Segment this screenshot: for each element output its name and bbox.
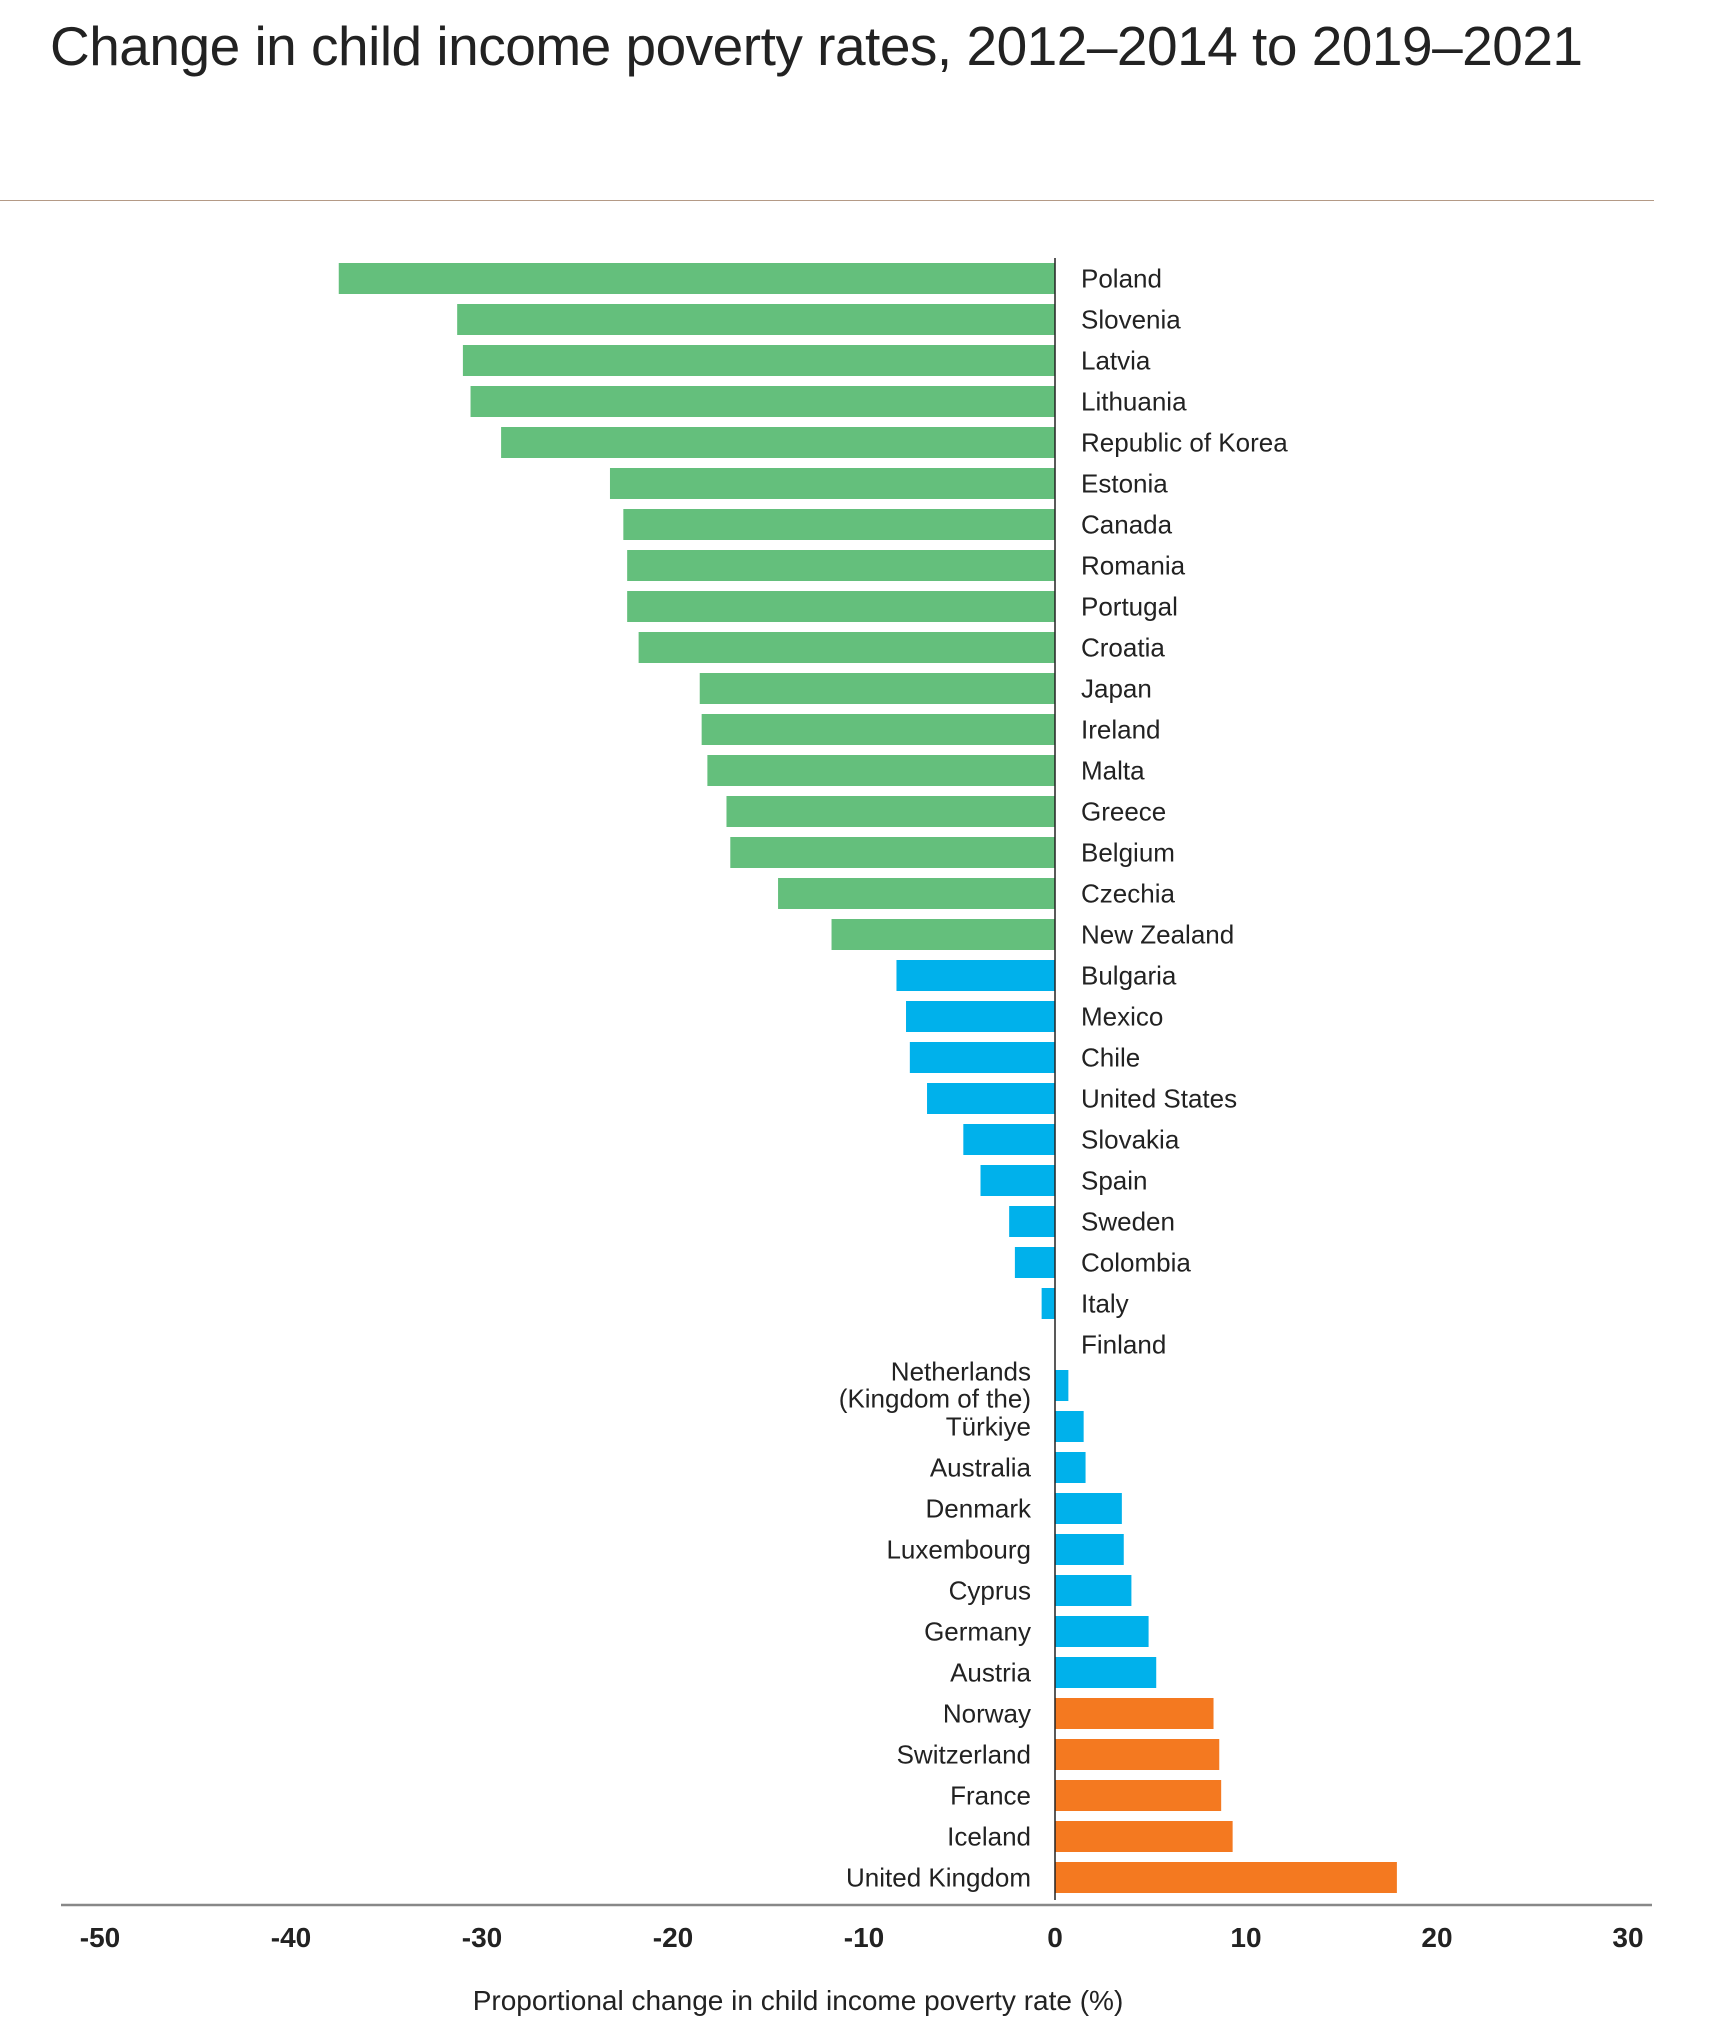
category-label: Switzerland	[897, 1740, 1031, 1770]
category-label: Spain	[1081, 1166, 1148, 1196]
category-label: Netherlands (Kingdom of the)	[839, 1357, 1031, 1414]
category-label: Bulgaria	[1081, 961, 1177, 991]
bar	[730, 837, 1055, 868]
bar	[1014, 1247, 1055, 1278]
category-label: Malta	[1081, 756, 1145, 786]
category-label: Mexico	[1081, 1002, 1163, 1032]
category-label: Australia	[930, 1453, 1032, 1483]
category-label: Chile	[1081, 1043, 1140, 1073]
bar	[1055, 1452, 1086, 1483]
category-label: Italy	[1081, 1289, 1129, 1319]
bar	[1055, 1739, 1220, 1770]
bar	[501, 427, 1056, 458]
category-label: New Zealand	[1081, 920, 1234, 950]
bar	[1055, 1780, 1222, 1811]
category-label: Finland	[1081, 1330, 1166, 1360]
category-label: Germany	[924, 1617, 1031, 1647]
category-label: Sweden	[1081, 1207, 1175, 1237]
category-label: Poland	[1081, 264, 1162, 294]
bar	[726, 796, 1055, 827]
bar	[778, 878, 1055, 909]
bar	[927, 1083, 1055, 1114]
bar	[1055, 1534, 1124, 1565]
bar	[470, 386, 1055, 417]
category-label: Latvia	[1081, 346, 1151, 376]
bar	[1055, 1821, 1233, 1852]
category-label: Slovenia	[1081, 305, 1181, 335]
category-label: Croatia	[1081, 633, 1165, 663]
x-tick-label: 20	[1421, 1922, 1452, 1953]
bar	[623, 509, 1055, 540]
x-tick-label: 0	[1047, 1922, 1063, 1953]
category-label: Romania	[1081, 551, 1186, 581]
title-divider	[0, 200, 1654, 201]
category-label: Greece	[1081, 797, 1166, 827]
bar	[699, 673, 1055, 704]
category-label: United Kingdom	[846, 1863, 1031, 1893]
category-label: Lithuania	[1081, 387, 1187, 417]
bar	[909, 1042, 1055, 1073]
bar	[980, 1165, 1055, 1196]
x-tick-label: 30	[1612, 1922, 1643, 1953]
bar	[627, 591, 1055, 622]
bar	[1055, 1370, 1069, 1401]
x-axis-label: Proportional change in child income pove…	[472, 1985, 1124, 2016]
bar	[1055, 1698, 1214, 1729]
bar	[1055, 1411, 1084, 1442]
category-label: Denmark	[926, 1494, 1032, 1524]
x-tick-label: -30	[462, 1922, 502, 1953]
bar	[707, 755, 1055, 786]
category-label: Luxembourg	[886, 1535, 1031, 1565]
category-label: France	[950, 1781, 1031, 1811]
bar	[1055, 1862, 1397, 1893]
category-label: Belgium	[1081, 838, 1175, 868]
category-label: Cyprus	[949, 1576, 1031, 1606]
category-label: Canada	[1081, 510, 1173, 540]
bar	[338, 263, 1055, 294]
category-label: Estonia	[1081, 469, 1168, 499]
category-label: Colombia	[1081, 1248, 1191, 1278]
category-label: Slovakia	[1081, 1125, 1180, 1155]
category-label: Norway	[943, 1699, 1031, 1729]
category-label: Türkiye	[946, 1412, 1031, 1442]
x-tick-label: 10	[1230, 1922, 1261, 1953]
bar	[1009, 1206, 1055, 1237]
bar	[963, 1124, 1055, 1155]
bar	[701, 714, 1055, 745]
x-tick-label: -40	[271, 1922, 311, 1953]
bar	[896, 960, 1055, 991]
bar	[1041, 1288, 1055, 1319]
category-label: Austria	[950, 1658, 1031, 1688]
category-label: Portugal	[1081, 592, 1178, 622]
category-label: Iceland	[947, 1822, 1031, 1852]
bar	[1055, 1657, 1157, 1688]
x-tick-label: -20	[653, 1922, 693, 1953]
bar	[906, 1001, 1055, 1032]
bar	[609, 468, 1055, 499]
x-tick-label: -10	[844, 1922, 884, 1953]
bar	[462, 345, 1055, 376]
category-label: Japan	[1081, 674, 1152, 704]
bar	[1055, 1575, 1132, 1606]
x-tick-label: -50	[80, 1922, 120, 1953]
bar	[1055, 1493, 1122, 1524]
bar	[831, 919, 1055, 950]
category-label: United States	[1081, 1084, 1237, 1114]
bar	[1055, 1616, 1149, 1647]
bar	[627, 550, 1055, 581]
category-label: Ireland	[1081, 715, 1161, 745]
bar	[457, 304, 1055, 335]
bar	[638, 632, 1055, 663]
category-label: Czechia	[1081, 879, 1175, 909]
category-label: Republic of Korea	[1081, 428, 1288, 458]
chart-title: Change in child income poverty rates, 20…	[50, 15, 1583, 77]
